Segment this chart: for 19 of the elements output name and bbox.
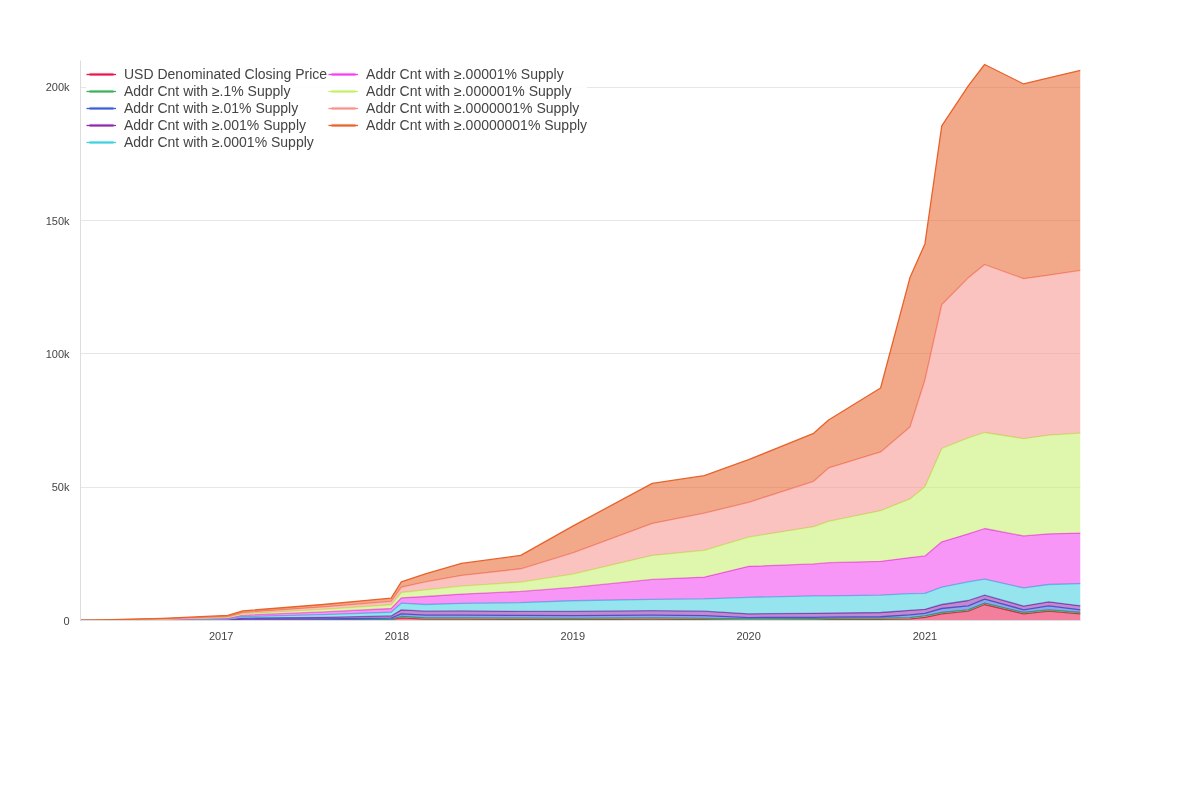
legend-label: Addr Cnt with ≥.00001% Supply	[366, 66, 564, 82]
legend-label: Addr Cnt with ≥.00000001% Supply	[366, 117, 588, 133]
legend-label: Addr Cnt with ≥.0000001% Supply	[366, 100, 580, 116]
x-tick-label: 2021	[912, 629, 938, 642]
legend-label: Addr Cnt with ≥.01% Supply	[124, 100, 299, 116]
legend-label: Addr Cnt with ≥.1% Supply	[124, 83, 291, 99]
x-tick-label: 2018	[384, 629, 410, 642]
y-tick-label: 50k	[51, 481, 70, 494]
y-tick-label: 0	[63, 614, 70, 627]
y-tick-label: 100k	[45, 347, 70, 360]
legend-label: USD Denominated Closing Price	[124, 66, 328, 82]
legend-label: Addr Cnt with ≥.000001% Supply	[366, 83, 572, 99]
x-tick-label: 2020	[736, 629, 761, 642]
legend-label: Addr Cnt with ≥.0001% Supply	[124, 134, 314, 150]
y-tick-label: 200k	[45, 81, 70, 94]
x-tick-label: 2019	[560, 629, 586, 642]
y-tick-label: 150k	[45, 214, 70, 227]
x-tick-label: 2017	[208, 629, 234, 642]
legend-label: Addr Cnt with ≥.001% Supply	[124, 117, 306, 133]
